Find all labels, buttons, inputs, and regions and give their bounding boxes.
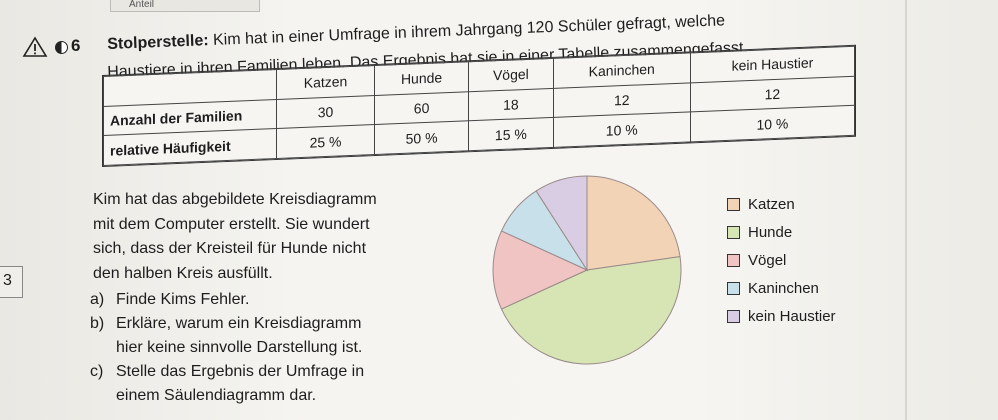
question-text: Erkläre, warum ein Kreisdiagramm xyxy=(116,315,362,332)
problem-line: mit dem Computer erstellt. Sie wundert xyxy=(93,215,370,233)
problem-line: Kim hat das abgebildete Kreisdiagramm xyxy=(93,191,377,208)
question-text-cont: einem Säulendiagramm dar. xyxy=(116,387,317,404)
task-number: 6 xyxy=(71,36,81,55)
legend-swatch xyxy=(727,281,740,295)
legend-label: Katzen xyxy=(748,195,795,213)
question-text-cont: hier keine sinnvolle Darstellung ist. xyxy=(116,339,363,356)
question-c: c) Stelle das Ergebnis der Umfrage in xyxy=(90,360,364,384)
table-cell: 15 % xyxy=(468,117,554,151)
legend-item-voegel: Vögel xyxy=(727,246,836,274)
question-text: Finde Kims Fehler. xyxy=(116,291,250,308)
legend-label: kein Haustier xyxy=(748,307,836,325)
question-text: Stelle das Ergebnis der Umfrage in xyxy=(116,363,365,380)
question-letter: c) xyxy=(90,363,104,380)
page-edge xyxy=(905,0,907,420)
legend-item-kein-haustier: kein Haustier xyxy=(727,302,836,330)
question-a: a) Finde Kims Fehler. xyxy=(90,288,364,312)
warning-icon xyxy=(22,36,48,57)
pie-chart xyxy=(492,175,682,365)
legend-item-kaninchen: Kaninchen xyxy=(727,274,836,302)
pie-slice-kein-haustier xyxy=(535,175,588,272)
legend-item-katzen: Katzen xyxy=(727,190,836,218)
difficulty-icon xyxy=(55,41,68,54)
table-cell: 10 % xyxy=(690,105,855,142)
table-cell: 60 xyxy=(374,91,469,125)
question-b: b) Erkläre, warum ein Kreisdiagramm xyxy=(90,312,364,336)
problem-text: Kim hat das abgebildete Kreisdiagramm mi… xyxy=(93,188,377,286)
table-header-cell: Katzen xyxy=(276,65,375,100)
pie-slice-voegel xyxy=(492,230,589,310)
legend-swatch xyxy=(727,225,740,239)
legend-item-hunde: Hunde xyxy=(727,218,836,246)
question-list: a) Finde Kims Fehler. b) Erkläre, warum … xyxy=(90,288,364,408)
legend-label: Hunde xyxy=(748,223,793,241)
table-cell: 10 % xyxy=(553,112,691,148)
table-header-cell: Vögel xyxy=(468,58,554,92)
question-letter: b) xyxy=(90,315,105,332)
pie-slice-katzen xyxy=(586,175,681,271)
pie-slice-hunde xyxy=(500,256,682,365)
problem-line: den halben Kreis ausfüllt. xyxy=(93,264,273,282)
task-lead: Stolperstelle: xyxy=(107,32,209,53)
table-cell: 30 xyxy=(276,95,375,129)
question-letter: a) xyxy=(90,291,105,308)
legend-swatch xyxy=(727,309,740,323)
side-page-marker: 3 xyxy=(0,266,23,298)
legend-label: Kaninchen xyxy=(748,279,819,297)
table-cell: 50 % xyxy=(374,121,469,155)
problem-line: sich, dass der Kreisteil für Hunde nicht xyxy=(93,240,367,257)
table-row-label: relative Häufigkeit xyxy=(103,128,277,166)
table-header-cell: Hunde xyxy=(374,61,469,96)
table-cell: 18 xyxy=(468,88,554,122)
legend-swatch xyxy=(727,253,740,267)
legend-swatch xyxy=(727,197,740,211)
legend-label: Vögel xyxy=(748,251,787,269)
header-tab: Anteil xyxy=(110,0,260,12)
table-cell: 25 % xyxy=(276,124,375,159)
chart-legend: Katzen Hunde Vögel Kaninchen kein Hausti… xyxy=(727,190,836,330)
